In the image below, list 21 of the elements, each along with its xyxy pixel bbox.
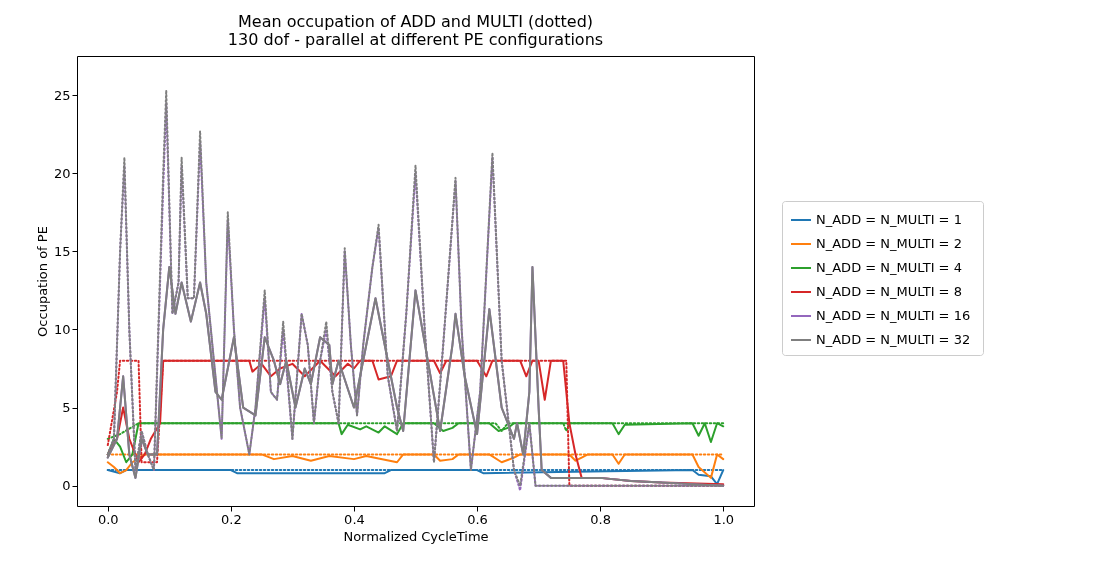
legend-label: N_ADD = N_MULTI = 1 (816, 212, 962, 227)
y-tick-label: 15 (53, 243, 71, 259)
x-tick-label: 0.2 (221, 511, 242, 527)
legend-label: N_ADD = N_MULTI = 8 (816, 284, 962, 299)
x-tick-label: 0.0 (97, 511, 119, 527)
x-tick-label: 0.6 (467, 511, 488, 527)
legend-label: N_ADD = N_MULTI = 32 (816, 332, 971, 347)
y-tick-label: 25 (53, 87, 71, 103)
y-tick-label: 0 (62, 478, 71, 494)
chart-title: Mean occupation of ADD and MULTI (dotted) 130 dof - parallel at different PE configurations (227, 12, 604, 49)
y-axis-title: Occupation of PE (34, 226, 50, 337)
legend-label: N_ADD = N_MULTI = 2 (816, 236, 962, 251)
x-axis-title: Normalized CycleTime (343, 528, 489, 544)
x-tick-label: 0.4 (344, 511, 365, 527)
x-tick-label: 0.8 (590, 511, 611, 527)
y-tick-label: 5 (62, 400, 71, 416)
y-tick-label: 20 (53, 165, 71, 181)
legend-label: N_ADD = N_MULTI = 16 (816, 308, 971, 323)
x-tick-label: 1.0 (713, 511, 735, 527)
legend-label: N_ADD = N_MULTI = 4 (816, 260, 962, 275)
y-tick-label: 10 (53, 321, 71, 337)
